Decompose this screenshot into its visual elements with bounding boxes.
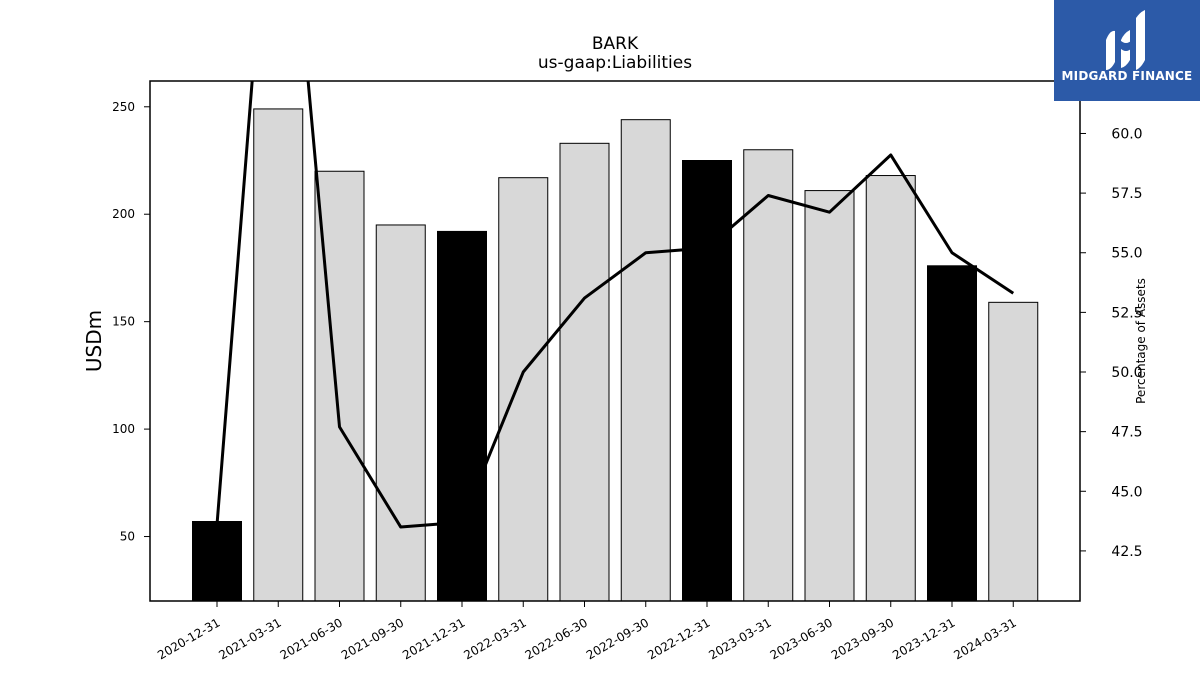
x-tick-label-2022-06-30: 2022-06-30 [523,615,590,662]
bar-2022-03-31 [498,177,549,601]
midgard-finance-logo-icon [1106,10,1145,70]
x-tick-label-2020-12-31: 2020-12-31 [155,615,222,662]
y2-tick-label-47.5: 47.5 [1111,425,1142,441]
x-tick-label-2021-09-30: 2021-09-30 [339,615,406,662]
y2-tick-label-42.5: 42.5 [1111,544,1142,560]
x-tick-label-2023-03-31: 2023-03-31 [706,615,773,662]
y-tick-label-200: 200 [112,207,135,221]
midgard-finance-logo: MIDGARD FINANCE [1054,0,1200,101]
bar-2023-03-31 [743,149,794,601]
bar-2020-12-31 [192,520,242,601]
plot-frame [149,80,1081,602]
bar-2023-09-30 [865,175,916,601]
x-tick-label-2022-12-31: 2022-12-31 [645,615,712,662]
bars-layer [192,108,1039,601]
y2-tick-label-50: 50.0 [1111,365,1142,381]
y2-tick-label-45: 45.0 [1111,484,1142,500]
logo-text: MIDGARD FINANCE [1061,69,1193,83]
y2-tick-label-60: 60.0 [1111,126,1142,142]
bar-2021-12-31 [437,230,487,601]
bar-2023-12-31 [927,265,977,601]
chart-title: BARK [592,34,639,54]
y2-tick-label-57.5: 57.5 [1111,186,1142,202]
x-tick-label-2021-12-31: 2021-12-31 [400,615,467,662]
bar-2022-06-30 [559,142,610,601]
x-tick-label-2024-03-31: 2024-03-31 [951,615,1018,662]
x-tick-label-2023-09-30: 2023-09-30 [829,615,896,662]
line-layer [215,81,1015,529]
y-tick-label-100: 100 [112,422,135,436]
chart-subtitle: us-gaap:Liabilities [538,53,692,73]
bar-2022-12-31 [682,160,732,601]
x-tick-label-2022-09-30: 2022-09-30 [584,615,651,662]
x-tick-label-2021-06-30: 2021-06-30 [278,615,345,662]
x-tick-label-2021-03-31: 2021-03-31 [216,615,283,662]
bar-2023-06-30 [804,190,855,601]
bar-2022-09-30 [620,119,671,601]
bar-2024-03-31 [988,301,1039,601]
y-tick-label-50: 50 [120,530,135,544]
bar-2021-09-30 [375,224,426,601]
percentage-of-assets-line [215,81,1015,529]
x-tick-label-2023-06-30: 2023-06-30 [768,615,835,662]
y-tick-label-150: 150 [112,315,135,329]
bar-2021-03-31 [253,108,304,601]
y-tick-label-250: 250 [112,100,135,114]
x-tick-label-2022-03-31: 2022-03-31 [461,615,528,662]
y2-tick-label-55: 55.0 [1111,246,1142,262]
y2-tick-label-52.5: 52.5 [1111,305,1142,321]
x-tick-label-2023-12-31: 2023-12-31 [890,615,957,662]
y2-axis-label: Percentage of Assets [1134,278,1148,404]
y-axis-label: USDm [82,310,106,372]
